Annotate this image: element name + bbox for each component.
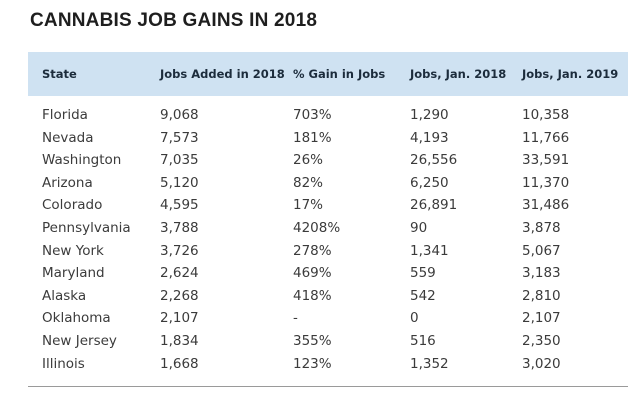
cell-percent-gain: 26% xyxy=(293,152,324,169)
cell-percent-gain: 4208% xyxy=(293,219,341,236)
cell-jobs-added: 9,068 xyxy=(160,107,199,123)
cell-jobs-jan-2018: 90 xyxy=(410,219,428,236)
cell-state: New Jersey xyxy=(42,332,117,349)
cell-state: New York xyxy=(42,242,104,259)
cell-jobs-jan-2018: 542 xyxy=(410,287,436,304)
cell-jobs-added: 2,107 xyxy=(160,310,199,327)
cell-jobs-added: 3,788 xyxy=(160,219,199,236)
cell-state: Colorado xyxy=(42,197,103,214)
cell-jobs-jan-2019: 2,810 xyxy=(522,287,561,304)
table-row: Washington 7,035 26% 26,556 33,591 xyxy=(28,149,628,172)
cell-jobs-added: 1,668 xyxy=(160,355,199,372)
table-row: Arizona 5,120 82% 6,250 11,370 xyxy=(28,172,628,195)
cell-jobs-jan-2018: 1,352 xyxy=(410,355,449,372)
column-header-jobs-added: Jobs Added in 2018 xyxy=(160,67,285,81)
table-body: Florida 9,068 703% 1,290 10,358 Nevada 7… xyxy=(28,96,628,375)
cell-state: Pennsylvania xyxy=(42,219,131,236)
cell-percent-gain: 469% xyxy=(293,265,332,282)
cell-jobs-jan-2018: 516 xyxy=(410,332,436,349)
cell-jobs-added: 7,573 xyxy=(160,129,199,146)
cell-percent-gain: 278% xyxy=(293,242,332,259)
cell-state: Arizona xyxy=(42,174,93,191)
cell-percent-gain: 181% xyxy=(293,129,332,146)
cell-state: Washington xyxy=(42,152,122,169)
cell-jobs-jan-2018: 26,891 xyxy=(410,197,458,214)
cell-jobs-added: 3,726 xyxy=(160,242,199,259)
table-row: Pennsylvania 3,788 4208% 90 3,878 xyxy=(28,217,628,240)
job-gains-table: State Jobs Added in 2018 % Gain in Jobs … xyxy=(28,52,628,375)
cell-state: Florida xyxy=(42,107,88,123)
cell-percent-gain: 123% xyxy=(293,355,332,372)
cell-percent-gain: - xyxy=(293,310,298,327)
cell-jobs-added: 2,268 xyxy=(160,287,199,304)
cell-jobs-jan-2019: 2,107 xyxy=(522,310,561,327)
table-row: Maryland 2,624 469% 559 3,183 xyxy=(28,262,628,285)
table-header: State Jobs Added in 2018 % Gain in Jobs … xyxy=(28,52,628,96)
cell-percent-gain: 703% xyxy=(293,107,332,123)
cell-jobs-jan-2018: 1,290 xyxy=(410,107,449,123)
cell-jobs-jan-2018: 0 xyxy=(410,310,419,327)
cell-jobs-jan-2018: 4,193 xyxy=(410,129,449,146)
cell-jobs-jan-2018: 6,250 xyxy=(410,174,449,191)
cell-jobs-jan-2019: 11,766 xyxy=(522,129,570,146)
column-header-jobs-jan-2018: Jobs, Jan. 2018 xyxy=(410,67,507,81)
cell-jobs-added: 1,834 xyxy=(160,332,199,349)
column-header-jobs-jan-2019: Jobs, Jan. 2019 xyxy=(522,67,619,81)
cell-jobs-jan-2018: 559 xyxy=(410,265,436,282)
cell-jobs-added: 2,624 xyxy=(160,265,199,282)
cell-state: Maryland xyxy=(42,265,105,282)
cell-jobs-jan-2019: 2,350 xyxy=(522,332,561,349)
cell-state: Oklahoma xyxy=(42,310,111,327)
cell-jobs-jan-2019: 31,486 xyxy=(522,197,570,214)
cell-percent-gain: 17% xyxy=(293,197,324,214)
page-title: CANNABIS JOB GAINS IN 2018 xyxy=(30,10,318,31)
cell-state: Nevada xyxy=(42,129,94,146)
cell-state: Alaska xyxy=(42,287,87,304)
table-row: Oklahoma 2,107 - 0 2,107 xyxy=(28,307,628,330)
cell-jobs-jan-2019: 11,370 xyxy=(522,174,570,191)
table-row: Nevada 7,573 181% 4,193 11,766 xyxy=(28,127,628,150)
column-header-state: State xyxy=(42,67,77,81)
cell-jobs-jan-2019: 3,020 xyxy=(522,355,561,372)
table-row: Colorado 4,595 17% 26,891 31,486 xyxy=(28,194,628,217)
cell-jobs-jan-2019: 3,878 xyxy=(522,219,561,236)
table-bottom-rule xyxy=(28,386,628,387)
table-row: Alaska 2,268 418% 542 2,810 xyxy=(28,285,628,308)
table-row: New Jersey 1,834 355% 516 2,350 xyxy=(28,330,628,353)
cell-jobs-jan-2019: 5,067 xyxy=(522,242,561,259)
table-row: Florida 9,068 703% 1,290 10,358 xyxy=(28,104,628,127)
cell-jobs-jan-2019: 10,358 xyxy=(522,107,570,123)
cell-jobs-added: 7,035 xyxy=(160,152,199,169)
cell-state: Illinois xyxy=(42,355,85,372)
cell-percent-gain: 418% xyxy=(293,287,332,304)
cell-jobs-added: 5,120 xyxy=(160,174,199,191)
table-row: New York 3,726 278% 1,341 5,067 xyxy=(28,240,628,263)
cell-percent-gain: 355% xyxy=(293,332,332,349)
cell-jobs-jan-2019: 3,183 xyxy=(522,265,561,282)
cell-percent-gain: 82% xyxy=(293,174,324,191)
cell-jobs-added: 4,595 xyxy=(160,197,199,214)
cell-jobs-jan-2019: 33,591 xyxy=(522,152,570,169)
cell-jobs-jan-2018: 26,556 xyxy=(410,152,458,169)
cell-jobs-jan-2018: 1,341 xyxy=(410,242,449,259)
column-header-percent-gain: % Gain in Jobs xyxy=(293,67,386,81)
table-row: Illinois 1,668 123% 1,352 3,020 xyxy=(28,353,628,376)
